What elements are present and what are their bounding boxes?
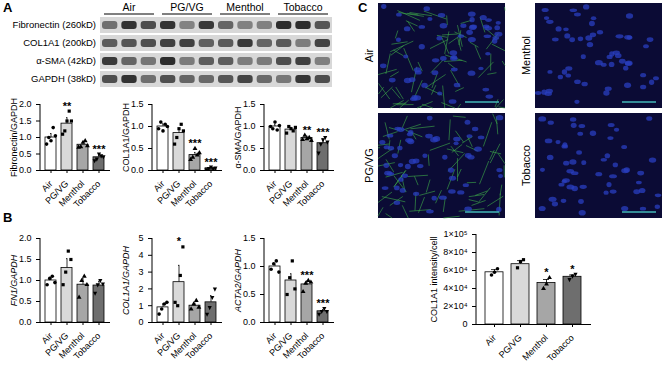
html-text:C: C (358, 0, 368, 15)
svg-text:1.5: 1.5 (19, 116, 32, 126)
svg-text:Tobacco: Tobacco (545, 333, 576, 364)
svg-text:6×10⁴: 6×10⁴ (443, 265, 467, 275)
svg-text:Fibronectin/GAPDH: Fibronectin/GAPDH (9, 98, 19, 177)
svg-text:1.5: 1.5 (19, 254, 32, 264)
svg-text:Air: Air (123, 1, 136, 13)
svg-text:PG/VG: PG/VG (155, 330, 183, 358)
svg-text:GAPDH (38kD): GAPDH (38kD) (31, 73, 96, 84)
svg-text:1.0: 1.0 (243, 121, 256, 131)
svg-text:Menthol: Menthol (226, 1, 263, 13)
svg-text:0: 0 (462, 319, 467, 329)
svg-text:***: *** (93, 143, 107, 155)
svg-text:Tobacco: Tobacco (72, 331, 103, 362)
svg-text:2.0: 2.0 (19, 99, 32, 109)
svg-text:Air: Air (151, 178, 167, 194)
svg-text:Menthol: Menthol (280, 330, 311, 361)
svg-text:Menthol: Menthol (168, 178, 199, 209)
svg-text:**: ** (303, 124, 312, 136)
svg-text:**: ** (63, 100, 72, 112)
svg-text:2×10⁴: 2×10⁴ (443, 301, 467, 311)
svg-text:COL1A1 (200kD): COL1A1 (200kD) (23, 37, 96, 48)
svg-text:PG/VG: PG/VG (43, 178, 71, 206)
html-text:B: B (3, 210, 13, 225)
svg-text:0.5: 0.5 (19, 296, 32, 306)
svg-text:2: 2 (138, 284, 143, 294)
svg-text:1.5: 1.5 (131, 99, 144, 109)
svg-text:*: * (544, 266, 549, 278)
svg-text:Menthol: Menthol (520, 36, 532, 75)
svg-text:PG/VG: PG/VG (43, 330, 71, 358)
svg-text:4: 4 (138, 250, 143, 260)
svg-text:Menthol: Menthol (280, 178, 311, 209)
svg-text:0.0: 0.0 (131, 165, 144, 175)
svg-text:0.0: 0.0 (243, 317, 256, 327)
svg-text:***: *** (205, 156, 219, 168)
svg-text:Air: Air (39, 330, 55, 346)
svg-text:0.5: 0.5 (243, 289, 256, 299)
svg-text:Fibronectin (260kD): Fibronectin (260kD) (13, 19, 96, 30)
svg-text:0.5: 0.5 (131, 143, 144, 153)
svg-text:Tobacco: Tobacco (184, 331, 215, 362)
svg-text:***: *** (317, 126, 331, 138)
svg-text:8×10⁴: 8×10⁴ (443, 247, 467, 257)
svg-text:1×10⁵: 1×10⁵ (443, 229, 467, 239)
svg-text:0.0: 0.0 (243, 165, 256, 175)
svg-text:ACTA2/GAPDH: ACTA2/GAPDH (233, 249, 243, 313)
svg-text:PG/VG: PG/VG (170, 1, 203, 13)
svg-text:Air: Air (263, 178, 279, 194)
svg-text:Air: Air (483, 333, 498, 348)
svg-text:Tobacco: Tobacco (72, 179, 103, 210)
svg-text:3: 3 (138, 267, 143, 277)
svg-text:Menthol: Menthol (56, 330, 87, 361)
svg-text:PG/VG: PG/VG (267, 330, 295, 358)
svg-text:Tobacco: Tobacco (520, 145, 532, 186)
svg-text:1: 1 (138, 301, 143, 311)
svg-text:2.0: 2.0 (19, 233, 32, 243)
svg-text:Menthol: Menthol (56, 178, 87, 209)
svg-text:Tobacco: Tobacco (296, 331, 327, 362)
svg-text:PG/VG: PG/VG (363, 148, 375, 183)
svg-text:1.5: 1.5 (243, 99, 256, 109)
svg-text:0.5: 0.5 (243, 143, 256, 153)
svg-text:1.0: 1.0 (243, 261, 256, 271)
svg-text:*: * (177, 235, 182, 247)
svg-text:1.5: 1.5 (243, 233, 256, 243)
svg-text:COL1A1/GAPDH: COL1A1/GAPDH (121, 245, 131, 315)
svg-text:0.0: 0.0 (19, 317, 32, 327)
svg-text:Menthol: Menthol (168, 330, 199, 361)
svg-text:1.0: 1.0 (19, 132, 32, 142)
svg-text:0.5: 0.5 (19, 149, 32, 159)
svg-text:Air: Air (363, 48, 375, 62)
svg-text:Tobacco: Tobacco (296, 179, 327, 210)
svg-text:COL1A1/GAPDH: COL1A1/GAPDH (121, 103, 131, 172)
svg-text:0.0: 0.0 (19, 165, 32, 175)
svg-text:5: 5 (138, 233, 143, 243)
html-text:A: A (3, 0, 13, 15)
svg-text:α-SMA (42kD): α-SMA (42kD) (36, 55, 96, 66)
svg-text:Air: Air (151, 330, 167, 346)
svg-text:***: *** (301, 269, 315, 281)
svg-text:4×10⁴: 4×10⁴ (443, 283, 467, 293)
svg-text:COL1A1 intensity/cell: COL1A1 intensity/cell (429, 236, 439, 322)
svg-text:FN1/GAPDH: FN1/GAPDH (9, 254, 19, 306)
svg-text:***: *** (317, 297, 331, 309)
svg-text:1.0: 1.0 (19, 275, 32, 285)
svg-text:***: *** (189, 137, 203, 149)
svg-text:*: * (570, 263, 575, 275)
svg-text:Menthol: Menthol (520, 332, 550, 363)
svg-text:Tobacco: Tobacco (184, 179, 215, 210)
svg-text:0: 0 (138, 317, 143, 327)
svg-text:PG/VG: PG/VG (155, 178, 183, 206)
svg-text:PG/VG: PG/VG (496, 332, 524, 360)
svg-text:PG/VG: PG/VG (267, 178, 295, 206)
svg-text:Air: Air (263, 330, 279, 346)
svg-text:Air: Air (39, 178, 55, 194)
svg-text:Tobacco: Tobacco (283, 1, 322, 13)
svg-text:1.0: 1.0 (131, 121, 144, 131)
svg-text:α-SMA/GAPDH: α-SMA/GAPDH (233, 106, 243, 168)
